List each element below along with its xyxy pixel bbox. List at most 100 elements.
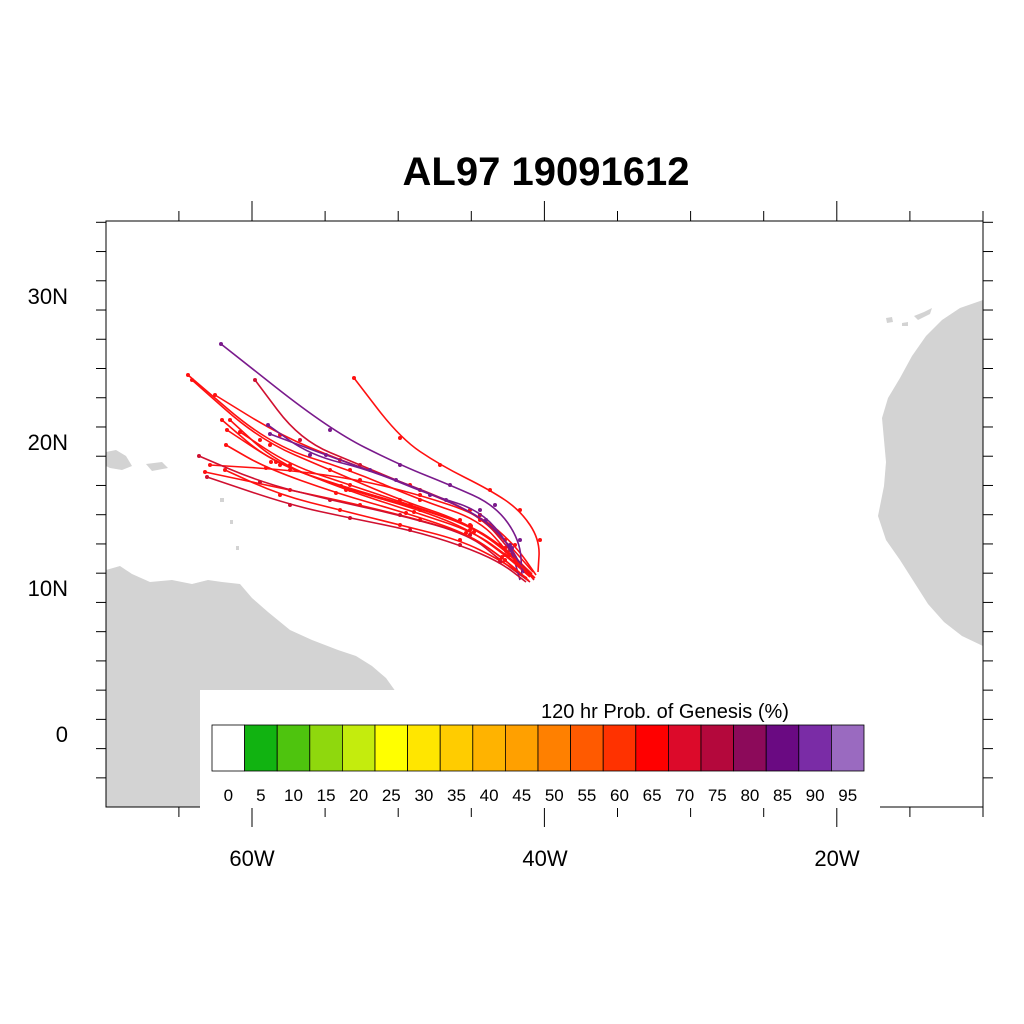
track-point: [444, 498, 448, 502]
colorbar-box: [733, 724, 767, 772]
colorbar-label: 55: [577, 786, 596, 805]
colorbar-label: 80: [740, 786, 759, 805]
colorbar-box: [407, 724, 441, 772]
track-point: [348, 483, 352, 487]
land-puerto-rico: [146, 462, 168, 471]
track-point: [404, 511, 408, 515]
track-point: [458, 518, 462, 522]
track-point: [225, 428, 229, 432]
track-point: [338, 508, 342, 512]
colorbar-box: [472, 724, 506, 772]
track-point: [398, 523, 402, 527]
track-point: [458, 538, 462, 542]
track-point: [518, 538, 522, 542]
colorbar-label: 60: [610, 786, 629, 805]
track-point: [190, 378, 194, 382]
storm-track: [221, 419, 532, 577]
track-point: [412, 510, 416, 514]
track-point: [504, 549, 508, 553]
lat-label-30n: 30N: [28, 284, 68, 309]
track-point: [205, 475, 209, 479]
track-point: [394, 478, 398, 482]
colorbar-label: 35: [447, 786, 466, 805]
track-layer: [186, 342, 542, 583]
lat-label-equator: 0: [56, 722, 68, 747]
lon-label-40w: 40W: [522, 846, 567, 871]
track-point: [348, 468, 352, 472]
track-point: [253, 378, 257, 382]
colorbar-box: [570, 724, 604, 772]
track-point: [186, 373, 190, 377]
colorbar-label: 50: [545, 786, 564, 805]
colorbar-label: 65: [643, 786, 662, 805]
track-point: [418, 493, 422, 497]
colorbar-label: 15: [317, 786, 336, 805]
track-point: [208, 463, 212, 467]
colorbar-box: [668, 724, 702, 772]
track-point: [448, 483, 452, 487]
track-point: [398, 436, 402, 440]
colorbar-label: 10: [284, 786, 303, 805]
track-point: [264, 466, 268, 470]
track-point: [288, 503, 292, 507]
track-point: [398, 463, 402, 467]
storm-track: [204, 471, 529, 581]
track-point: [464, 531, 468, 535]
track-point: [398, 513, 402, 517]
track-point: [324, 453, 328, 457]
track-point: [228, 418, 232, 422]
colorbar-box: [309, 724, 343, 772]
colorbar-box: [765, 724, 800, 772]
colorbar-label: 45: [512, 786, 531, 805]
track-point: [278, 493, 282, 497]
colorbar-box: [831, 724, 865, 772]
colorbar-box: [211, 724, 245, 772]
track-point: [219, 342, 223, 346]
track-point: [458, 543, 462, 547]
storm-track: [206, 476, 527, 583]
land-canary-islands: [886, 308, 932, 326]
track-point: [339, 484, 343, 488]
track-point: [438, 463, 442, 467]
track-point: [223, 468, 227, 472]
storm-track: [220, 343, 523, 577]
track-point: [258, 438, 262, 442]
track-point: [469, 524, 473, 528]
colorbar-label: 70: [675, 786, 694, 805]
colorbar-box: [602, 724, 637, 772]
track-point: [513, 543, 517, 547]
storm-track: [353, 377, 540, 573]
colorbar-box: [244, 724, 278, 772]
colorbar-box: [374, 724, 408, 772]
track-point: [352, 376, 356, 380]
track-point: [518, 508, 522, 512]
colorbar-box: [700, 724, 734, 772]
colorbar-boxes: [211, 724, 865, 772]
track-point: [328, 498, 332, 502]
colorbar: 120 hr Prob. of Genesis (%) 0 5 10 15 20 25 30…: [200, 690, 880, 808]
lat-label-20n: 20N: [28, 430, 68, 455]
track-point: [358, 478, 362, 482]
map-title: AL97 19091612: [402, 150, 690, 194]
track-point: [220, 418, 224, 422]
track-point: [197, 454, 201, 458]
track-point: [500, 555, 504, 559]
colorbar-box: [276, 724, 311, 772]
colorbar-box: [537, 724, 571, 772]
track-point: [493, 503, 497, 507]
lon-label-20w: 20W: [814, 846, 859, 871]
land-lesser-antilles: [220, 498, 239, 550]
lon-label-60w: 60W: [229, 846, 274, 871]
track-point: [478, 508, 482, 512]
track-point: [298, 438, 302, 442]
colorbar-label: 75: [708, 786, 727, 805]
colorbar-label: 85: [773, 786, 792, 805]
colorbar-box: [798, 724, 832, 772]
track-point: [203, 470, 207, 474]
track-point: [344, 488, 348, 492]
track-point: [328, 468, 332, 472]
colorbar-label: 25: [382, 786, 401, 805]
track-point: [484, 518, 488, 522]
storm-track: [209, 464, 537, 576]
